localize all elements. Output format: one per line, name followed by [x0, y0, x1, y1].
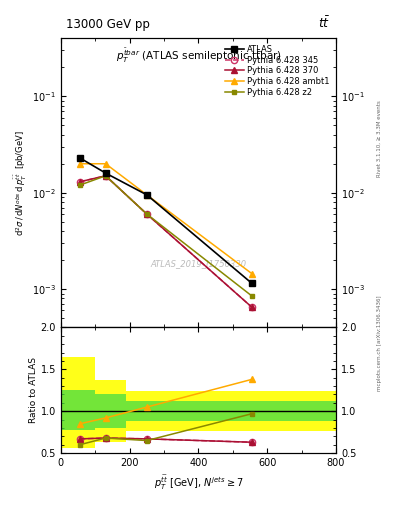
- Pythia 6.428 370: [103, 173, 108, 179]
- Pythia 6.428 ambt1: [103, 161, 108, 167]
- Pythia 6.428 345: [145, 211, 149, 217]
- Line: Pythia 6.428 345: Pythia 6.428 345: [77, 173, 255, 310]
- Line: Pythia 6.428 ambt1: Pythia 6.428 ambt1: [77, 161, 255, 276]
- Pythia 6.428 370: [145, 211, 149, 217]
- Text: mcplots.cern.ch [arXiv:1306.3436]: mcplots.cern.ch [arXiv:1306.3436]: [377, 295, 382, 391]
- Pythia 6.428 345: [103, 173, 108, 179]
- Pythia 6.428 370: [77, 179, 82, 185]
- Text: 13000 GeV pp: 13000 GeV pp: [66, 18, 150, 31]
- Line: ATLAS: ATLAS: [77, 155, 255, 286]
- Text: $p_T^{\bar{t}bar}$ (ATLAS semileptonic t$\bar{\mathrm{t}}$bar): $p_T^{\bar{t}bar}$ (ATLAS semileptonic t…: [116, 47, 281, 66]
- Line: Pythia 6.428 370: Pythia 6.428 370: [77, 173, 255, 310]
- Line: Pythia 6.428 z2: Pythia 6.428 z2: [77, 174, 254, 298]
- ATLAS: [250, 280, 254, 286]
- Text: $t\bar{t}$: $t\bar{t}$: [318, 16, 331, 31]
- Pythia 6.428 345: [77, 179, 82, 185]
- ATLAS: [103, 170, 108, 176]
- Pythia 6.428 ambt1: [250, 270, 254, 276]
- Text: ATLAS_2019_I1750330: ATLAS_2019_I1750330: [151, 260, 246, 268]
- Pythia 6.428 z2: [103, 173, 108, 179]
- Pythia 6.428 ambt1: [77, 161, 82, 167]
- Y-axis label: $\mathrm{d}^2\sigma\,/\,\mathrm{d}N^{obs}\,\mathrm{d}\,p^{\bar{t}\bar{t}}_T$  [p: $\mathrm{d}^2\sigma\,/\,\mathrm{d}N^{obs…: [13, 130, 29, 236]
- Pythia 6.428 370: [250, 304, 254, 310]
- Pythia 6.428 z2: [145, 211, 149, 217]
- ATLAS: [77, 155, 82, 161]
- Pythia 6.428 z2: [250, 293, 254, 299]
- Text: Rivet 3.1.10, ≥ 3.3M events: Rivet 3.1.10, ≥ 3.3M events: [377, 100, 382, 177]
- ATLAS: [145, 192, 149, 198]
- Pythia 6.428 ambt1: [145, 192, 149, 198]
- Legend: ATLAS, Pythia 6.428 345, Pythia 6.428 370, Pythia 6.428 ambt1, Pythia 6.428 z2: ATLAS, Pythia 6.428 345, Pythia 6.428 37…: [223, 42, 332, 99]
- Pythia 6.428 z2: [77, 182, 82, 188]
- X-axis label: $p^{\bar{t}\bar{t}}_T$ [GeV], $N^{jets} \geq 7$: $p^{\bar{t}\bar{t}}_T$ [GeV], $N^{jets} …: [154, 474, 243, 492]
- Y-axis label: Ratio to ATLAS: Ratio to ATLAS: [29, 357, 38, 423]
- Pythia 6.428 345: [250, 304, 254, 310]
